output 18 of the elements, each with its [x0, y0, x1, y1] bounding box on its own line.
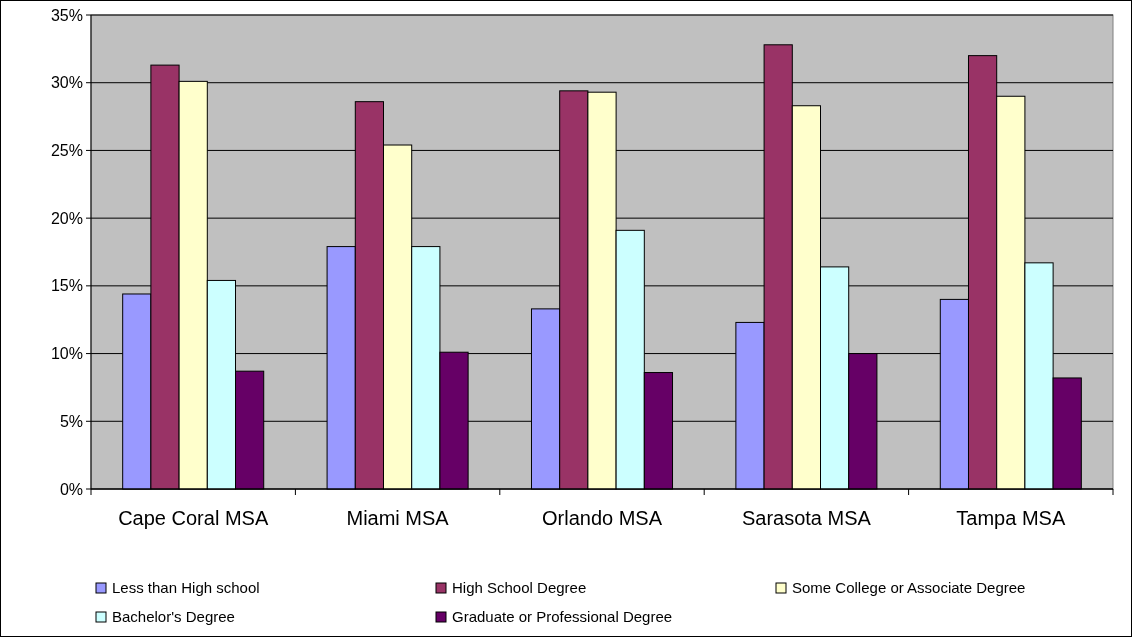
y-tick-label: 30%	[50, 74, 83, 92]
legend-label: Less than High school	[112, 579, 260, 597]
y-tick-label: 15%	[50, 277, 83, 295]
y-tick-label: 0%	[59, 480, 83, 498]
x-tick-label: Orlando MSA	[541, 507, 663, 529]
legend-label: Some College or Associate Degree	[792, 579, 1026, 597]
legend-label: Graduate or Professional Degree	[452, 608, 673, 626]
y-tick-label: 20%	[50, 209, 83, 227]
y-tick-label: 35%	[50, 6, 83, 24]
y-tick-label: 25%	[50, 142, 83, 160]
x-tick-label: Sarasota MSA	[741, 507, 872, 529]
y-tick-label: 5%	[59, 412, 83, 430]
x-tick-label: Cape Coral MSA	[118, 507, 269, 529]
legend-label: High School Degree	[452, 579, 587, 597]
x-tick-label: Miami MSA	[346, 507, 450, 529]
y-tick-label: 10%	[50, 345, 83, 363]
x-tick-label: Tampa MSA	[956, 507, 1066, 529]
legend-label: Bachelor's Degree	[112, 608, 235, 626]
